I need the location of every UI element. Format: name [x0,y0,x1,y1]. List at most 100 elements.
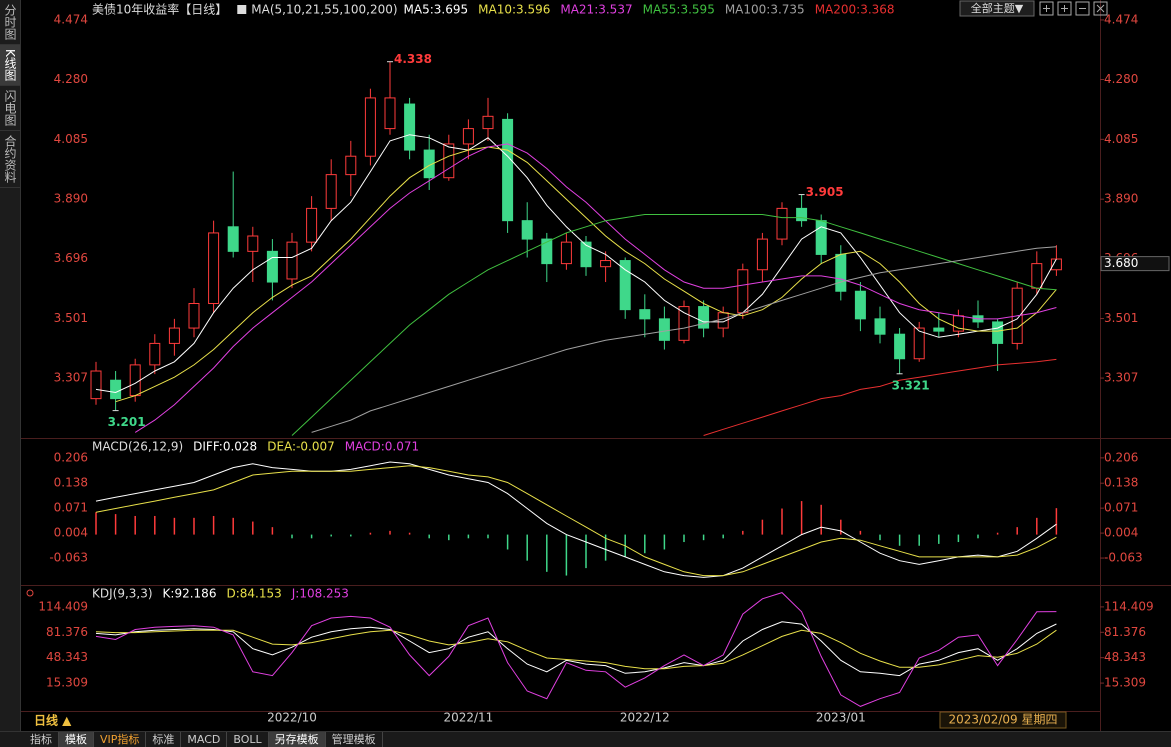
y-tick-label: 0.071 [54,501,88,515]
y-tick-label: 3.501 [54,311,88,325]
y-tick-label: 0.138 [1104,476,1138,490]
y-tick-label: 4.280 [1104,72,1138,86]
bottom-bar: 指标 模板 VIP指标 标准 MACD BOLL 另存模板 管理模板 [0,731,1171,747]
candle-body [658,318,670,341]
side-tab[interactable]: 闪电图 [0,86,20,131]
y-tick-label: 3.307 [54,371,88,385]
panel-title: KDJ(9,3,3) [92,587,153,601]
candle-body [443,143,455,179]
candle-body [776,207,788,240]
candle-body [992,321,1004,344]
indicator-line [95,592,1057,707]
indicator-line [311,246,1057,433]
candle-body [619,260,631,311]
y-tick-label: 3.501 [1104,311,1138,325]
candle-body [462,128,474,145]
side-tab[interactable]: 合约资料 [0,131,20,188]
y-tick-label: 3.890 [54,192,88,206]
indicator-icon [237,5,247,14]
candle-body [168,327,180,344]
y-tick-label: 4.280 [54,72,88,86]
candle-body [384,97,396,130]
legend-entry: D:84.153 [226,587,281,601]
indicator-label: MA(5,10,21,55,100,200) [251,3,397,17]
candle-body [502,118,514,222]
y-tick-label: 0.004 [1104,526,1138,540]
y-tick-label: 114.409 [38,599,88,613]
tab[interactable]: VIP指标 [94,732,147,747]
y-tick-label: 4.085 [1104,132,1138,146]
icon-button[interactable] [1057,1,1072,16]
y-tick-label: 114.409 [1104,599,1154,613]
y-tick-label: 0.004 [54,526,88,540]
chart: 全部主题▼ 2023/02/09 星期四 日线 ▲ 3.307 3.307 3.50… [0,0,1171,731]
candle-body [600,260,612,268]
y-tick-label: 48.343 [1104,650,1146,664]
legend-entry: MA10:3.596 [478,3,550,17]
x-tick-label: 2022/10 [267,711,317,725]
icon-glyph [1061,5,1068,12]
legend-entry: DEA:-0.007 [267,440,335,454]
side-tab[interactable]: K线图 [0,45,20,86]
tab[interactable]: 指标 [24,732,59,747]
candle-body [306,207,318,243]
legend-entry: DIFF:0.028 [193,440,257,454]
icon-button[interactable] [1093,1,1108,16]
candle-body [737,269,749,314]
extreme-label: 3.321 [892,378,930,392]
theme-button[interactable] [959,0,1035,17]
candle-body [423,149,435,179]
theme-button-label[interactable]: 全部主题▼ [971,1,1024,15]
period-selector[interactable]: 日线 ▲ [34,713,72,728]
cursor-date: 2023/02/09 星期四 [949,713,1058,727]
candle-body [639,309,651,320]
indicator-line [134,143,1057,433]
legend-entry: J:108.253 [291,587,349,601]
tab[interactable]: MACD [181,732,228,747]
y-tick-label: 3.696 [54,251,88,265]
candle-body [560,241,572,265]
candle-body [698,306,710,329]
candle-body [110,379,122,400]
y-tick-label: 48.343 [46,650,88,664]
y-tick-label: 0.071 [1104,501,1138,515]
candle-body [1031,263,1043,289]
candle-body [874,318,886,335]
y-tick-label: 3.890 [1104,192,1138,206]
y-tick-label: 0.206 [1104,450,1138,464]
legend-entry: MACD:0.071 [345,440,419,454]
candle-body [208,232,220,305]
extreme-label: 3.201 [108,415,146,429]
candle-body [286,241,298,280]
candle-body [815,220,827,255]
tab[interactable]: 模板 [59,732,94,747]
candle-body [678,306,690,341]
icon-button[interactable] [1075,1,1090,16]
tab[interactable]: 管理模板 [326,732,383,747]
candle-body [129,364,141,397]
y-tick-label: 81.376 [1104,625,1146,639]
y-tick-label: 15.309 [1104,676,1146,690]
candle-body [266,250,278,283]
tab[interactable]: 另存模板 [268,732,326,747]
candle-body [188,303,200,329]
extreme-label: 3.905 [806,185,844,199]
indicator-line [115,146,1057,403]
icon-button[interactable] [1039,1,1054,16]
candle-body [521,220,533,240]
tab[interactable]: 标准 [146,732,182,747]
side-tab[interactable]: 分时图 [0,0,20,45]
background [0,0,1171,731]
y-tick-label: 15.309 [46,676,88,690]
indicator-line [291,214,1057,436]
candle-body [404,103,416,151]
y-tick-label: 81.376 [46,625,88,639]
candle-body [835,253,847,292]
tab[interactable]: BOLL [227,732,269,747]
panel-icon[interactable] [26,589,34,597]
candle-body [364,97,376,157]
y-tick-label: -0.063 [49,551,88,565]
y-tick-label: 0.206 [54,450,88,464]
candle-body [345,155,357,176]
